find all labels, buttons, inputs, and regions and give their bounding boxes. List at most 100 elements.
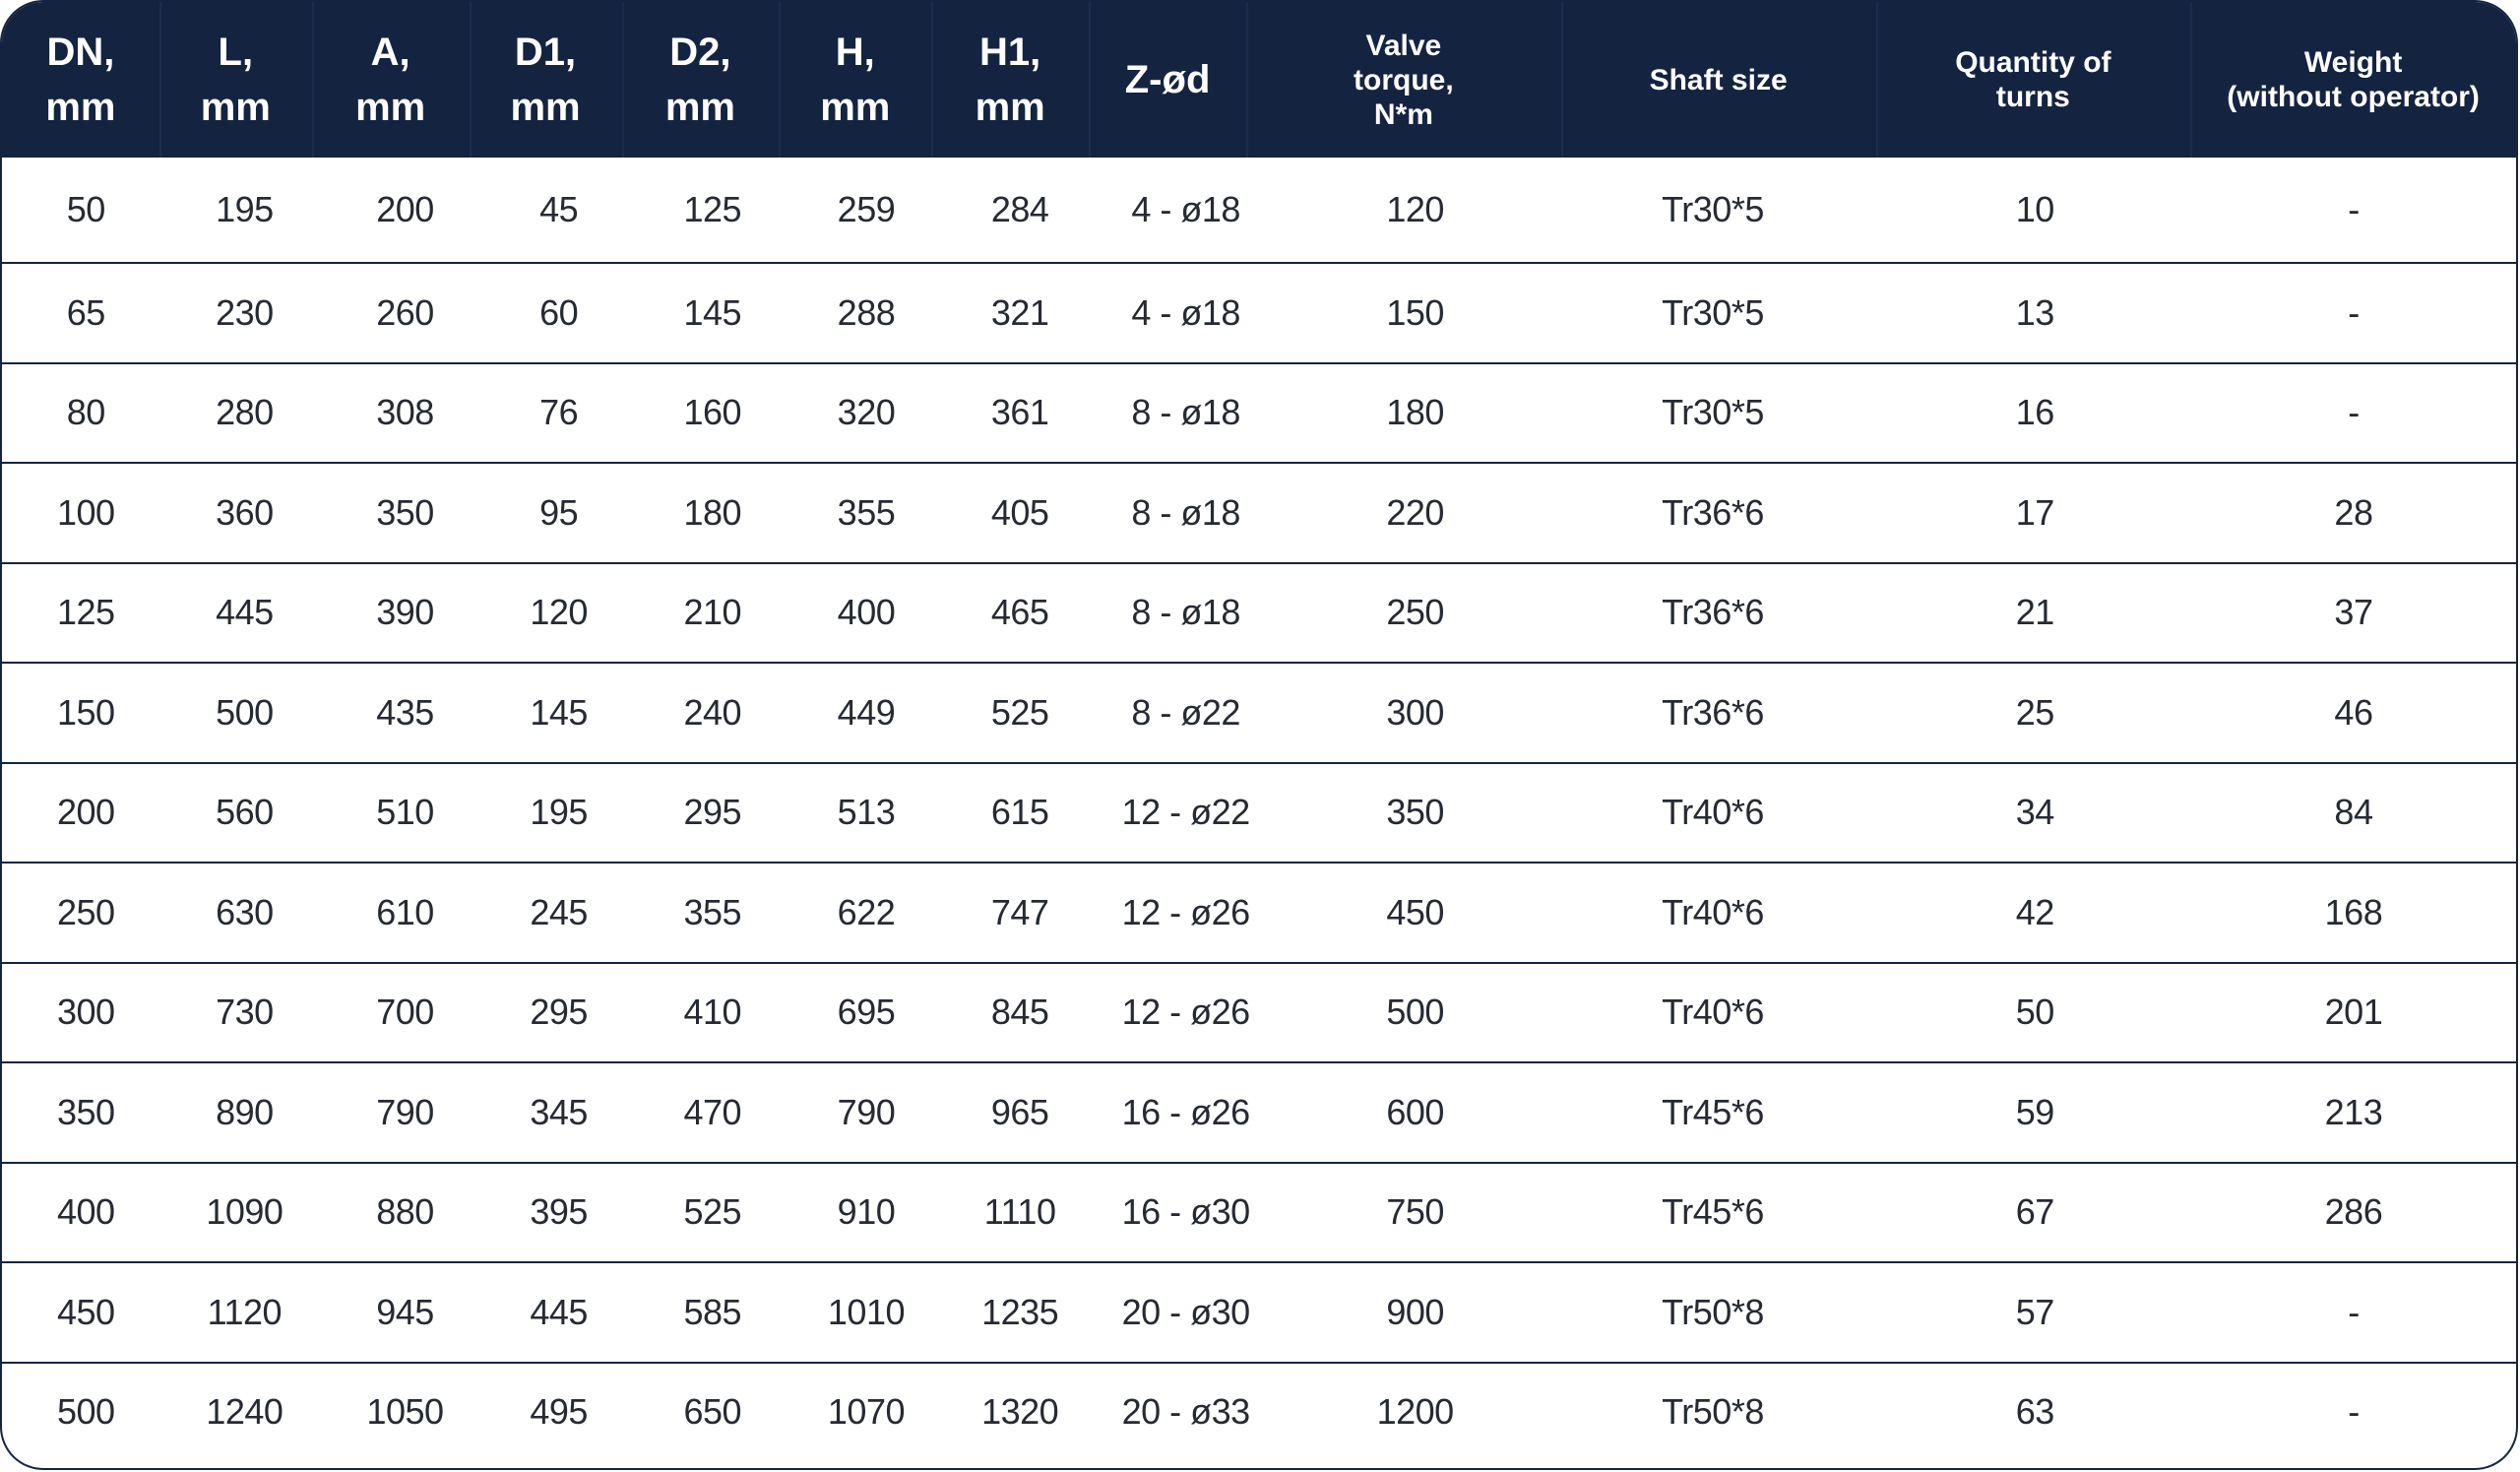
- table-row: 400 1090 880 395 525 910 1110 16 - ø30 750 Tr45*6…: [2, 1161, 2516, 1262]
- cell-shaft-size: Tr40*6: [1662, 792, 1764, 833]
- cell-dn: 65: [66, 291, 106, 333]
- cell-l: 630: [216, 891, 274, 932]
- cell-d2: 240: [683, 691, 742, 733]
- cell-h1: 525: [990, 691, 1049, 733]
- cell-a: 510: [376, 792, 434, 833]
- cell-weight: -: [2348, 392, 2360, 433]
- cell-z-d: 8 - ø22: [1131, 691, 1240, 733]
- cell-h1: 965: [990, 1091, 1049, 1132]
- cell-a: 260: [376, 291, 434, 333]
- cell-quantity-of-turns: 50: [2015, 992, 2055, 1033]
- cell-shaft-size: Tr30*5: [1662, 189, 1764, 229]
- cell-l: 445: [216, 592, 274, 633]
- cell-quantity-of-turns: 34: [2015, 792, 2055, 833]
- cell-d2: 160: [683, 392, 742, 433]
- cell-shaft-size: Tr40*6: [1662, 992, 1764, 1033]
- cell-d1: 195: [530, 792, 588, 833]
- cell-weight: 201: [2324, 992, 2383, 1033]
- cell-valve-torque: 1200: [1376, 1391, 1455, 1433]
- table-row: 500 1240 1050 495 650 1070 1320 20 - ø33 1200 Tr5…: [2, 1361, 2516, 1462]
- cell-a: 350: [376, 491, 434, 533]
- cell-shaft-size: Tr36*6: [1662, 491, 1764, 533]
- cell-quantity-of-turns: 25: [2015, 691, 2055, 733]
- cell-h1: 405: [990, 491, 1049, 533]
- cell-h1: 845: [990, 992, 1049, 1033]
- cell-weight: 213: [2324, 1091, 2383, 1132]
- cell-h: 513: [837, 792, 896, 833]
- table-row: 125 445 390 120 210 400 465 8 - ø18 250 Tr36*6 21 3…: [2, 561, 2516, 663]
- cell-h: 1070: [827, 1391, 906, 1433]
- cell-a: 308: [376, 392, 434, 433]
- table-header: DN, mm L, mm A, mm D1, mm D2, mm H, mm H…: [2, 2, 2516, 158]
- cell-d1: 60: [539, 291, 579, 333]
- cell-h1: 1235: [981, 1291, 1059, 1332]
- cell-weight: -: [2348, 189, 2360, 229]
- cell-z-d: 20 - ø30: [1121, 1291, 1251, 1332]
- cell-h1: 321: [990, 291, 1049, 333]
- header-h1: H1, mm: [931, 2, 1089, 158]
- cell-dn: 250: [56, 891, 115, 932]
- cell-valve-torque: 150: [1386, 291, 1444, 333]
- table-row: 300 730 700 295 410 695 845 12 - ø26 500 Tr40*6 50…: [2, 961, 2516, 1062]
- cell-l: 230: [216, 291, 274, 333]
- table-row: 150 500 435 145 240 449 525 8 - ø22 300 Tr36*6 25 4…: [2, 662, 2516, 762]
- cell-quantity-of-turns: 63: [2015, 1391, 2055, 1433]
- cell-d2: 650: [683, 1391, 742, 1433]
- cell-d2: 180: [683, 491, 742, 533]
- cell-valve-torque: 900: [1386, 1291, 1444, 1332]
- cell-quantity-of-turns: 17: [2015, 491, 2055, 533]
- cell-l: 560: [216, 792, 274, 833]
- cell-l: 1240: [206, 1391, 284, 1433]
- cell-shaft-size: Tr40*6: [1662, 891, 1764, 932]
- cell-valve-torque: 500: [1386, 992, 1444, 1033]
- cell-h1: 615: [990, 792, 1049, 833]
- header-l: L, mm: [158, 2, 312, 158]
- cell-d2: 295: [683, 792, 742, 833]
- cell-d1: 45: [539, 189, 579, 229]
- cell-h: 910: [837, 1191, 896, 1233]
- cell-shaft-size: Tr30*5: [1662, 291, 1764, 333]
- cell-valve-torque: 120: [1386, 189, 1444, 229]
- cell-d2: 210: [683, 592, 742, 633]
- table-row: 100 360 350 95 180 355 405 8 - ø18 220 Tr36*6 17 28: [2, 462, 2516, 562]
- cell-h1: 747: [990, 891, 1049, 932]
- cell-d1: 120: [530, 592, 588, 633]
- cell-a: 1050: [366, 1391, 444, 1433]
- header-a: A, mm: [311, 2, 470, 158]
- header-d2: D2, mm: [621, 2, 780, 158]
- cell-quantity-of-turns: 10: [2015, 189, 2055, 229]
- cell-weight: -: [2348, 1391, 2360, 1433]
- cell-l: 360: [216, 491, 274, 533]
- header-quantity-of-turns: Quantity of turns: [1875, 2, 2191, 158]
- cell-a: 390: [376, 592, 434, 633]
- cell-shaft-size: Tr30*5: [1662, 392, 1764, 433]
- table-row: 200 560 510 195 295 513 615 12 - ø22 350 Tr40*6 34…: [2, 761, 2516, 863]
- table-row: 80 280 308 76 160 320 361 8 - ø18 180 Tr30*5 16 -: [2, 361, 2516, 463]
- cell-a: 945: [376, 1291, 434, 1332]
- cell-a: 610: [376, 891, 434, 932]
- cell-d1: 445: [530, 1291, 588, 1332]
- cell-weight: 286: [2324, 1191, 2383, 1233]
- cell-valve-torque: 750: [1386, 1191, 1444, 1233]
- cell-l: 890: [216, 1091, 274, 1132]
- cell-h1: 284: [990, 189, 1049, 229]
- cell-dn: 200: [56, 792, 115, 833]
- cell-dn: 50: [66, 189, 106, 229]
- cell-z-d: 20 - ø33: [1121, 1391, 1251, 1433]
- cell-z-d: 16 - ø26: [1121, 1091, 1251, 1132]
- cell-dn: 500: [56, 1391, 115, 1433]
- header-shaft-size: Shaft size: [1560, 2, 1876, 158]
- cell-a: 790: [376, 1091, 434, 1132]
- header-z-d: Z-ød: [1089, 2, 1246, 158]
- cell-d2: 410: [683, 992, 742, 1033]
- cell-weight: 28: [2334, 491, 2373, 533]
- table-row: 350 890 790 345 470 790 965 16 - ø26 600 Tr45*6 59…: [2, 1061, 2516, 1162]
- cell-d2: 470: [683, 1091, 742, 1132]
- cell-shaft-size: Tr50*8: [1662, 1291, 1764, 1332]
- header-weight: Weight (without operator): [2190, 2, 2516, 158]
- cell-dn: 450: [56, 1291, 115, 1332]
- cell-dn: 300: [56, 992, 115, 1033]
- cell-weight: 168: [2324, 891, 2383, 932]
- cell-d2: 125: [683, 189, 742, 229]
